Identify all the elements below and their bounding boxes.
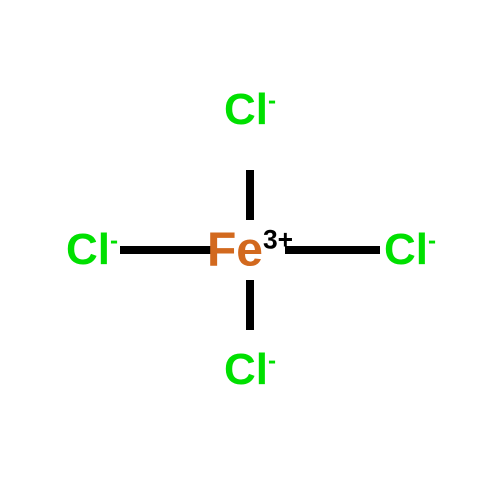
ligand-bottom: Cl- bbox=[224, 345, 276, 395]
ligand-right-symbol: Cl bbox=[384, 225, 428, 274]
ligand-bottom-charge: - bbox=[268, 347, 276, 374]
ligand-top-symbol: Cl bbox=[224, 85, 268, 134]
ligand-bottom-symbol: Cl bbox=[224, 345, 268, 394]
bond-top bbox=[246, 170, 254, 220]
ligand-right: Cl- bbox=[384, 225, 436, 275]
ligand-left-charge: - bbox=[110, 227, 118, 254]
ligand-top: Cl- bbox=[224, 85, 276, 135]
center-atom-symbol: Fe bbox=[207, 224, 263, 277]
ligand-top-charge: - bbox=[268, 87, 276, 114]
ligand-right-charge: - bbox=[428, 227, 436, 254]
ligand-left: Cl- bbox=[66, 225, 118, 275]
bond-bottom bbox=[246, 280, 254, 330]
center-atom: Fe3+ bbox=[207, 223, 293, 278]
ligand-left-symbol: Cl bbox=[66, 225, 110, 274]
center-atom-charge: 3+ bbox=[263, 225, 293, 255]
bond-right bbox=[285, 246, 380, 254]
bond-left bbox=[120, 246, 215, 254]
